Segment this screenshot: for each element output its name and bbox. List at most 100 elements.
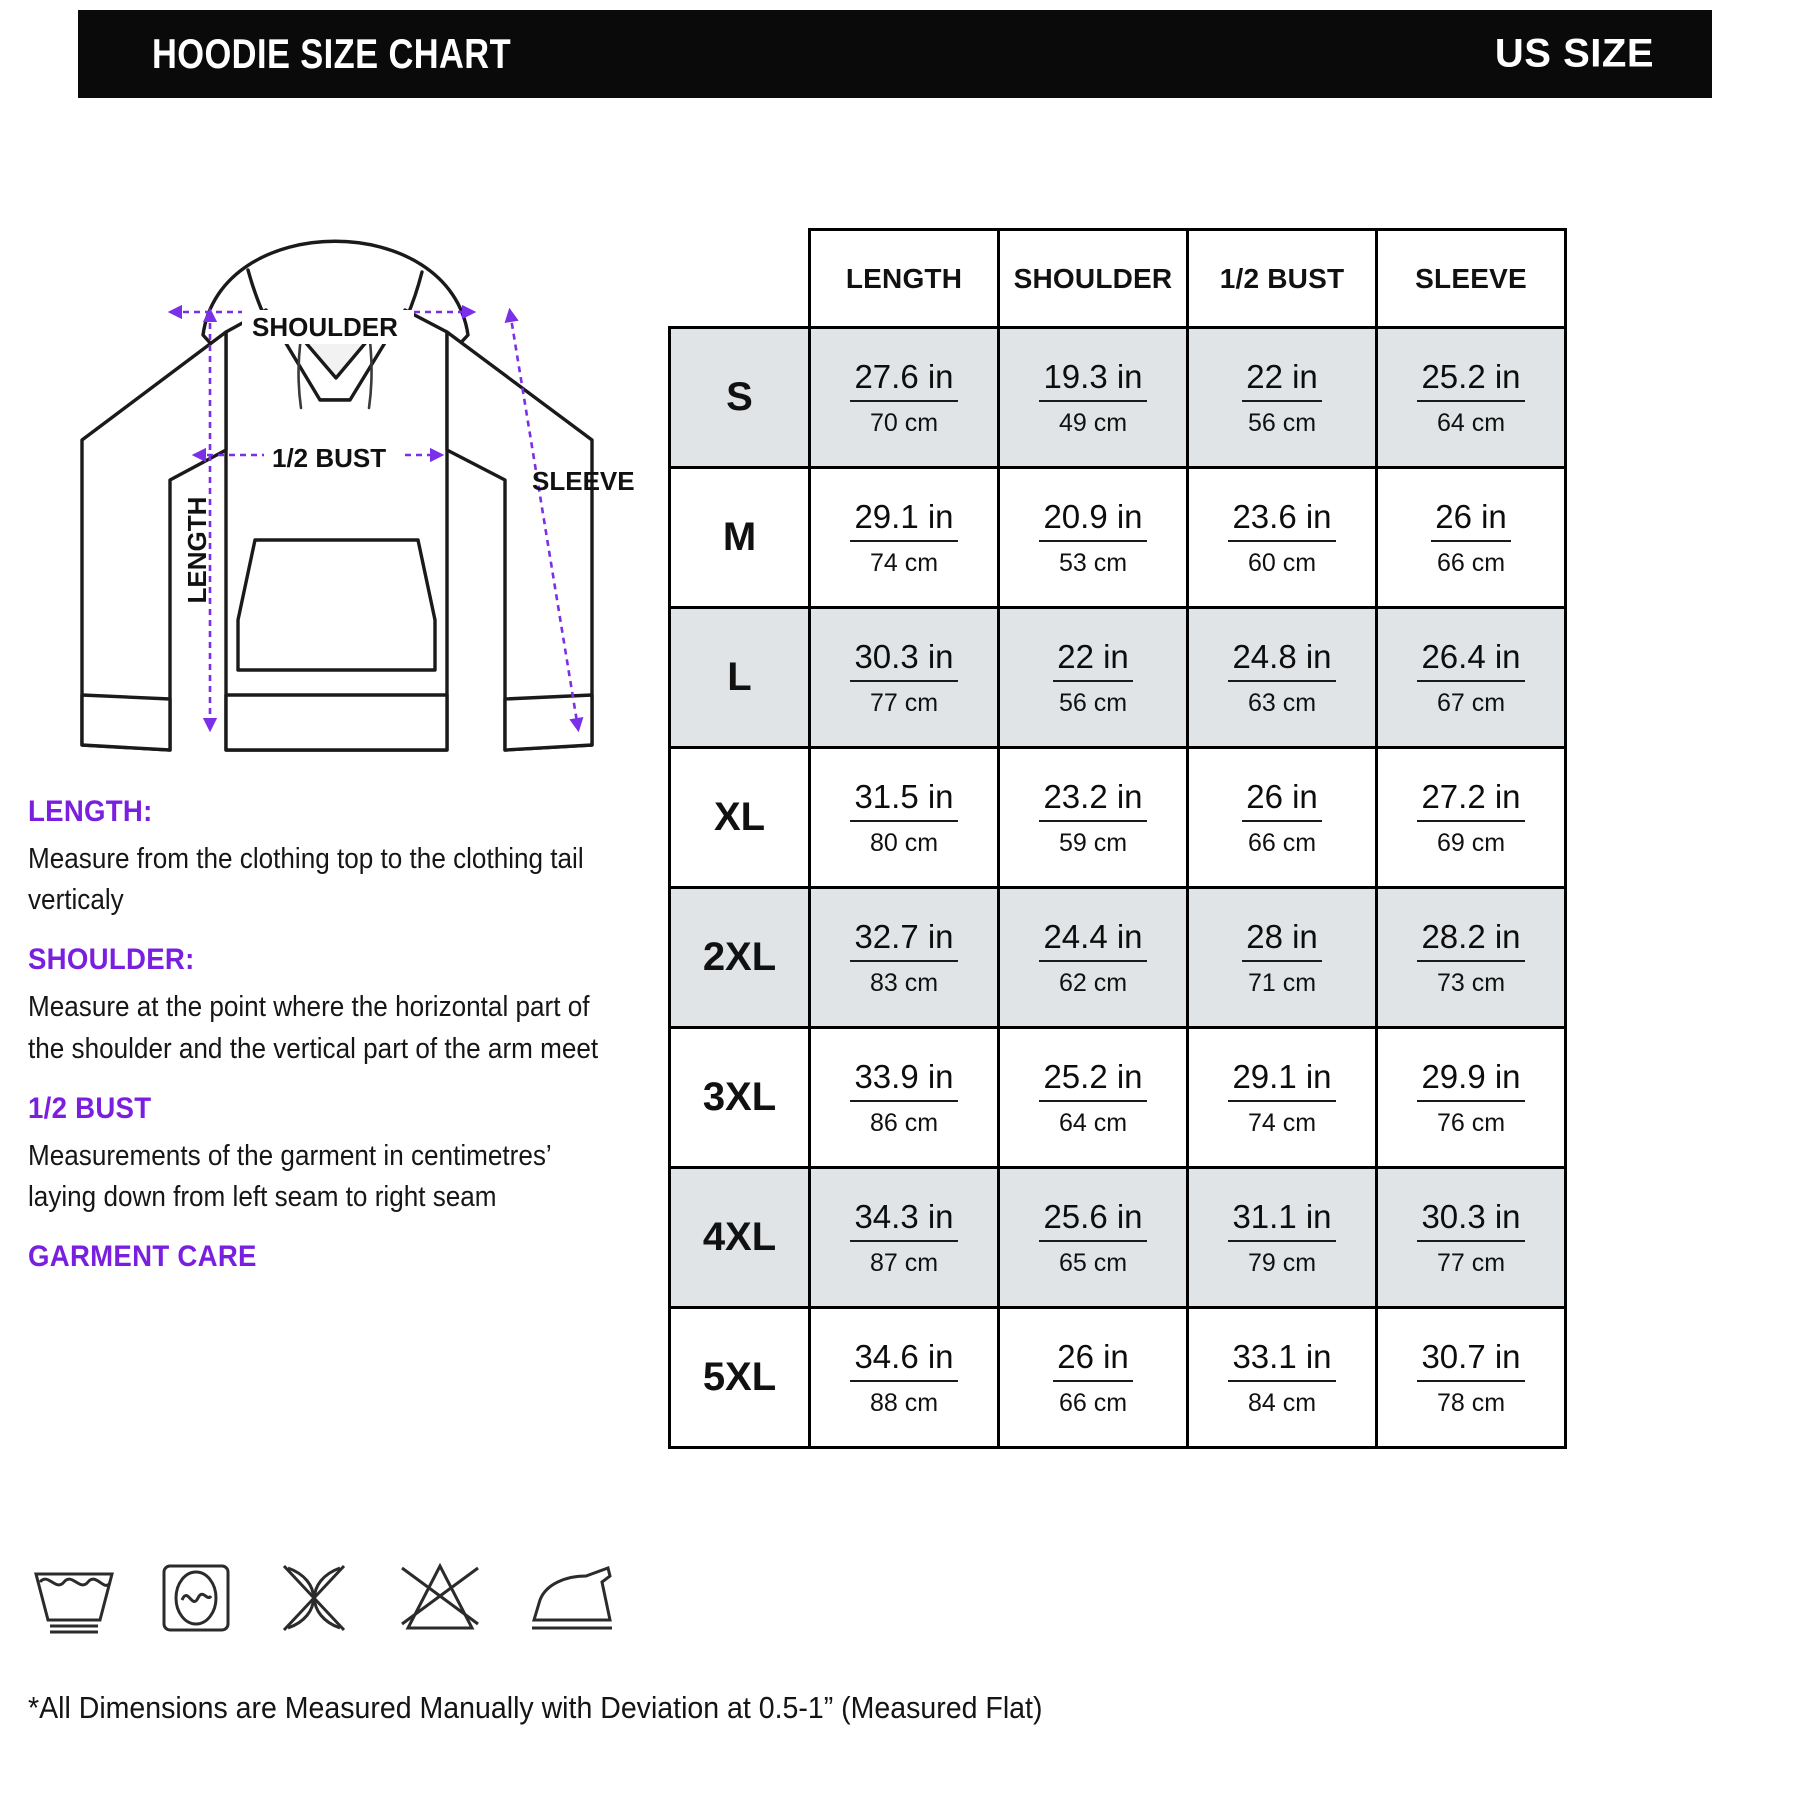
table-row: XL 31.5 in 80 cm 23.2 in 59 cm 26 in 66 cm 27.2… (668, 746, 1567, 889)
footer-disclaimer: *All Dimensions are Measured Manually wi… (28, 1690, 1043, 1725)
measurement-fraction: 25.2 in 64 cm (1039, 1060, 1147, 1136)
measurement-inches: 34.3 in (850, 1200, 958, 1242)
measurement-fraction: 26 in 66 cm (1431, 500, 1511, 576)
tumble-dry-icon (162, 1564, 230, 1632)
measurement-inches: 29.1 in (850, 500, 958, 542)
measurement-inches: 30.7 in (1417, 1340, 1525, 1382)
measurement-fraction: 30.3 in 77 cm (850, 640, 958, 716)
measurement-inches: 30.3 in (1417, 1200, 1525, 1242)
measurement-fraction: 20.9 in 53 cm (1039, 500, 1147, 576)
measurement-inches: 32.7 in (850, 920, 958, 962)
size-chart-table-container: LENGTH SHOULDER 1/2 BUST SLEEVE S 27.6 in… (668, 228, 1567, 1449)
measurement-cm: 70 cm (869, 408, 939, 437)
measurement-inches: 31.1 in (1228, 1200, 1336, 1242)
measurement-fraction: 32.7 in 83 cm (850, 920, 958, 996)
measurement-inches: 19.3 in (1039, 360, 1147, 402)
measurement-cm: 87 cm (869, 1248, 939, 1277)
measurement-fraction: 22 in 56 cm (1242, 360, 1322, 436)
measurement-fraction: 26.4 in 67 cm (1417, 640, 1525, 716)
page-title: HOODIE SIZE CHART (152, 30, 512, 77)
column-header-sleeve: SLEEVE (1375, 228, 1567, 329)
measurement-fraction: 22 in 56 cm (1053, 640, 1133, 716)
measurement-inches: 24.8 in (1228, 640, 1336, 682)
measurement-cell-shoulder: 20.9 in 53 cm (997, 466, 1189, 609)
measurement-fraction: 26 in 66 cm (1242, 780, 1322, 856)
do-not-bleach-icon (282, 1564, 346, 1632)
measurement-cm: 79 cm (1247, 1248, 1317, 1277)
measurement-fraction: 30.3 in 77 cm (1417, 1200, 1525, 1276)
note-heading-shoulder: SHOULDER: (28, 943, 195, 977)
measurement-cell-sleeve: 30.7 in 78 cm (1375, 1306, 1567, 1449)
size-label-cell: 3XL (668, 1026, 811, 1169)
measurement-fraction: 34.3 in 87 cm (850, 1200, 958, 1277)
length-dim-label: LENGTH (182, 497, 212, 604)
measurement-inches: 33.1 in (1228, 1340, 1336, 1382)
measurement-fraction: 33.1 in 84 cm (1228, 1340, 1336, 1416)
measurement-fraction: 19.3 in 49 cm (1039, 360, 1147, 436)
measurement-cm: 56 cm (1058, 688, 1128, 717)
size-chart-table: LENGTH SHOULDER 1/2 BUST SLEEVE S 27.6 in… (668, 228, 1567, 1449)
measurement-cell-1-2-bust: 23.6 in 60 cm (1186, 466, 1378, 609)
measurement-cell-1-2-bust: 31.1 in 79 cm (1186, 1166, 1378, 1309)
measurement-inches: 29.1 in (1228, 1060, 1336, 1102)
measurement-fraction: 27.6 in 70 cm (850, 360, 958, 437)
wash-tub-icon (34, 1572, 114, 1634)
measurement-cell-sleeve: 28.2 in 73 cm (1375, 886, 1567, 1029)
measurement-cm: 88 cm (869, 1388, 939, 1417)
measurement-fraction: 25.2 in 64 cm (1417, 360, 1525, 436)
measurement-cm: 60 cm (1247, 548, 1317, 577)
measurement-inches: 34.6 in (850, 1340, 958, 1382)
size-label-cell: S (668, 326, 811, 469)
measurement-cell-sleeve: 29.9 in 76 cm (1375, 1026, 1567, 1169)
measurement-fraction: 23.2 in 59 cm (1039, 780, 1147, 856)
measurement-cm: 76 cm (1436, 1108, 1506, 1137)
measurement-cm: 78 cm (1436, 1388, 1506, 1417)
measurement-cm: 62 cm (1058, 968, 1128, 997)
measurement-cm: 74 cm (1247, 1108, 1317, 1137)
measurement-cell-1-2-bust: 33.1 in 84 cm (1186, 1306, 1378, 1449)
note-body-shoulder: Measure at the point where the horizonta… (28, 991, 599, 1065)
measurement-fraction: 29.1 in 74 cm (850, 500, 958, 577)
measurement-cm: 66 cm (1436, 548, 1506, 577)
measurement-fraction: 31.5 in 80 cm (850, 780, 958, 856)
measurement-inches: 22 in (1053, 640, 1133, 682)
measurement-fraction: 23.6 in 60 cm (1228, 500, 1336, 577)
column-header-half-bust: 1/2 BUST (1186, 228, 1378, 329)
measurement-inches: 25.6 in (1039, 1200, 1147, 1242)
measurement-fraction: 24.4 in 62 cm (1039, 920, 1147, 997)
size-label-cell: 2XL (668, 886, 811, 1029)
measurement-inches: 30.3 in (850, 640, 958, 682)
measurement-cell-shoulder: 26 in 66 cm (997, 1306, 1189, 1449)
size-label-cell: M (668, 466, 811, 609)
measurement-cell-sleeve: 26 in 66 cm (1375, 466, 1567, 609)
measurement-fraction: 30.7 in 78 cm (1417, 1340, 1525, 1417)
table-row: S 27.6 in 70 cm 19.3 in 49 cm 22 in 56 cm 25.2 … (668, 326, 1567, 469)
measurement-inches: 28 in (1242, 920, 1322, 962)
measurement-cell-sleeve: 25.2 in 64 cm (1375, 326, 1567, 469)
measurement-fraction: 27.2 in 69 cm (1417, 780, 1525, 856)
measurement-inches: 33.9 in (850, 1060, 958, 1102)
size-label-cell: XL (668, 746, 811, 889)
measurement-inches: 31.5 in (850, 780, 958, 822)
measurement-inches: 27.2 in (1417, 780, 1525, 822)
measurement-cell-sleeve: 27.2 in 69 cm (1375, 746, 1567, 889)
measurement-cell-shoulder: 22 in 56 cm (997, 606, 1189, 749)
measurement-inches: 26 in (1242, 780, 1322, 822)
garment-care-icons (28, 1558, 620, 1638)
measurement-cell-sleeve: 26.4 in 67 cm (1375, 606, 1567, 749)
measurement-cell-shoulder: 23.2 in 59 cm (997, 746, 1189, 889)
measurement-inches: 26.4 in (1417, 640, 1525, 682)
shoulder-dim-label: SHOULDER (252, 312, 398, 342)
header-bar: HOODIE SIZE CHART US SIZE (78, 10, 1712, 98)
measurement-cm: 74 cm (869, 548, 939, 577)
measurement-cell-length: 34.3 in 87 cm (808, 1166, 1000, 1309)
measurement-inches: 23.6 in (1228, 500, 1336, 542)
measurement-cell-length: 30.3 in 77 cm (808, 606, 1000, 749)
measurement-fraction: 28 in 71 cm (1242, 920, 1322, 996)
measurement-inches: 26 in (1431, 500, 1511, 542)
measurement-cell-1-2-bust: 26 in 66 cm (1186, 746, 1378, 889)
measurement-inches: 29.9 in (1417, 1060, 1525, 1102)
table-row: L 30.3 in 77 cm 22 in 56 cm 24.8 in 63 cm 26.4 … (668, 606, 1567, 749)
table-row: 2XL 32.7 in 83 cm 24.4 in 62 cm 28 in 71 cm 28.… (668, 886, 1567, 1029)
measurement-cm: 63 cm (1247, 688, 1317, 717)
